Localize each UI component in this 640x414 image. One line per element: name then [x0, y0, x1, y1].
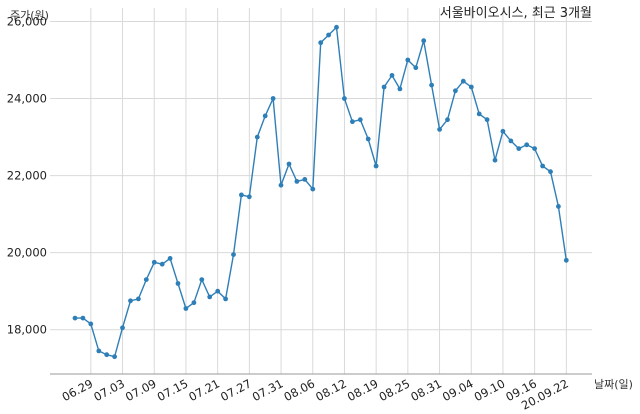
data-point	[215, 288, 221, 294]
data-point	[294, 179, 300, 184]
data-point	[429, 82, 434, 88]
data-point	[223, 296, 229, 302]
data-point	[80, 315, 86, 321]
data-point	[112, 354, 117, 360]
data-point	[310, 186, 316, 192]
data-point	[104, 352, 110, 358]
data-point	[183, 306, 189, 311]
x-axis-title: 날짜(일)	[594, 377, 633, 391]
data-point	[405, 57, 411, 63]
data-point	[508, 138, 514, 144]
data-point	[548, 169, 553, 175]
data-point	[278, 182, 284, 188]
data-point	[72, 315, 78, 321]
y-tick-label: 20,000	[7, 246, 47, 260]
data-point	[373, 163, 379, 169]
data-point	[476, 111, 482, 117]
data-point	[484, 117, 490, 123]
y-tick-label: 22,000	[7, 169, 47, 183]
data-point	[437, 126, 442, 132]
data-point	[254, 134, 260, 140]
x-tick-labels: 06.2907.0307.0907.1507.2107.2707.3108.06…	[60, 376, 571, 412]
data-point	[199, 277, 205, 282]
data-point	[413, 65, 419, 71]
data-point	[231, 252, 236, 257]
data-point	[357, 117, 363, 123]
x-tick-label: 07.09	[123, 376, 159, 404]
data-point	[175, 281, 181, 286]
data-point	[460, 78, 466, 84]
x-tick-label: 07.21	[186, 376, 222, 404]
data-point	[556, 204, 561, 209]
y-tick-label: 24,000	[7, 92, 47, 106]
data-point	[492, 157, 498, 163]
y-tick-label: 18,000	[7, 323, 47, 337]
data-point	[191, 300, 197, 306]
data-point	[468, 84, 474, 90]
x-tick-label: 07.03	[91, 376, 127, 404]
data-point	[207, 294, 213, 300]
x-tick-label: 07.27	[218, 376, 254, 404]
chart-title: 서울바이오시스, 최근 3개월	[440, 6, 592, 21]
y-axis-title: 주가(원)	[10, 9, 49, 22]
data-point	[445, 117, 450, 123]
data-point	[342, 96, 347, 101]
data-point	[120, 325, 125, 331]
data-point	[96, 348, 102, 354]
x-tick-label: 09.04	[440, 376, 476, 404]
data-point	[136, 296, 141, 302]
data-point	[326, 32, 331, 38]
data-point	[318, 40, 324, 46]
data-point	[381, 84, 387, 90]
data-point	[286, 161, 292, 167]
data-point	[151, 259, 157, 265]
data-point	[270, 96, 276, 101]
data-point	[563, 257, 569, 263]
y-tick-labels: 18,000 20,000 22,000 24,000 26,000	[7, 14, 47, 336]
data-point	[500, 128, 506, 134]
data-point	[350, 119, 355, 125]
data-point	[397, 86, 403, 92]
x-tick-label: 07.31	[250, 376, 286, 404]
data-point	[167, 256, 173, 261]
y-gridlines	[50, 20, 592, 331]
x-gridlines	[90, 8, 567, 374]
data-point	[159, 261, 165, 267]
price-series-line	[75, 25, 567, 358]
data-point	[421, 38, 427, 44]
data-point	[128, 298, 133, 304]
data-point	[453, 88, 458, 94]
data-point	[88, 321, 94, 327]
data-point	[302, 177, 308, 182]
data-point	[540, 163, 545, 169]
data-point	[143, 277, 149, 282]
x-tick-label: 07.15	[155, 376, 191, 404]
data-point	[524, 142, 530, 148]
x-tick-label: 08.31	[408, 376, 444, 404]
x-tick-label: 06.29	[60, 376, 96, 404]
price-series-points	[72, 24, 569, 360]
x-tick-label: 09.10	[472, 376, 508, 404]
x-tick-label: 08.25	[377, 376, 413, 404]
y-tick-label: 26,000	[7, 14, 47, 28]
data-point	[239, 192, 244, 198]
data-point	[365, 136, 371, 142]
data-point	[262, 113, 268, 119]
data-point	[334, 24, 339, 30]
x-tick-label: 08.06	[282, 376, 318, 404]
data-point	[246, 194, 252, 200]
x-tick-label: 08.19	[345, 376, 381, 404]
x-tick-label: 08.12	[313, 376, 349, 404]
data-point	[389, 73, 395, 78]
data-point	[532, 146, 537, 152]
data-point	[516, 146, 522, 152]
